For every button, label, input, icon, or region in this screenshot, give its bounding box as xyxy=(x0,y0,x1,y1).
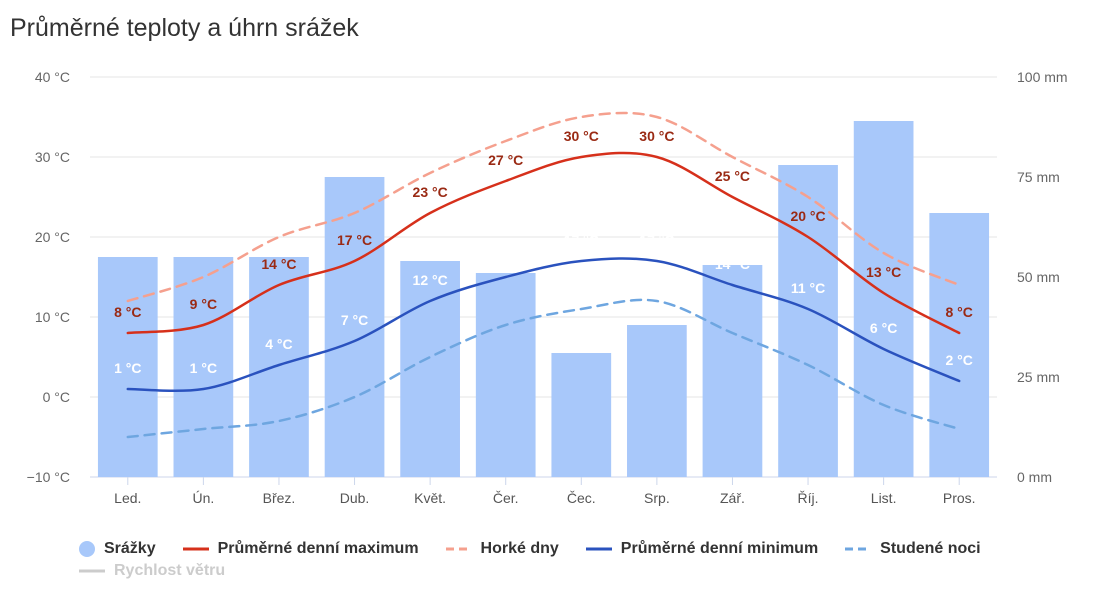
data-label: 14 °C xyxy=(261,256,296,272)
y-left-tick-label: 20 °C xyxy=(35,229,70,245)
data-label: 13 °C xyxy=(866,264,901,280)
precipitation-bar[interactable] xyxy=(853,121,914,477)
chart-title: Průměrné teploty a úhrn srážek xyxy=(10,14,359,42)
x-tick-label: Květ. xyxy=(414,490,446,506)
data-label: 17 °C xyxy=(337,232,372,248)
series-line-3[interactable] xyxy=(126,257,961,393)
data-label: 8 °C xyxy=(114,304,141,320)
chart-area: 8 °C 9 °C 14 °C 17 °C 23 °C 27 °C 30 °C 30 °C 25… xyxy=(27,69,1068,506)
data-label: 17 °C xyxy=(564,232,599,248)
x-tick-label: Pros. xyxy=(943,490,976,506)
legend-label: Průměrné denní maximum xyxy=(217,540,419,557)
precipitation-bar[interactable] xyxy=(249,257,309,477)
legend-line-icon xyxy=(585,547,612,551)
data-label: 8 °C xyxy=(946,304,973,320)
x-tick-label: Břez. xyxy=(263,490,296,506)
legend-label: Srážky xyxy=(104,540,156,557)
data-label: 2 °C xyxy=(946,352,973,368)
data-label: 30 °C xyxy=(639,128,674,144)
data-label: 23 °C xyxy=(413,184,448,200)
precipitation-bar[interactable] xyxy=(324,177,385,477)
y-left-tick-label: 0 °C xyxy=(43,389,70,405)
x-tick-label: Dub. xyxy=(340,490,370,506)
precipitation-bar[interactable] xyxy=(627,325,687,477)
x-tick-label: Led. xyxy=(114,490,141,506)
legend: Srážky Průměrné denní maximum Horké dny Prů… xyxy=(78,538,1078,582)
precipitation-bar[interactable] xyxy=(400,261,460,477)
data-label: 11 °C xyxy=(791,280,825,296)
legend-circle-icon xyxy=(79,541,95,557)
y-right-tick-label: 0 mm xyxy=(1017,469,1052,485)
series-line-2[interactable] xyxy=(126,111,961,303)
x-tick-label: Říj. xyxy=(798,490,819,506)
y-right-tick-label: 75 mm xyxy=(1017,169,1060,185)
data-label: 14 °C xyxy=(715,256,750,272)
legend-line-icon xyxy=(845,547,872,551)
precipitation-bar[interactable] xyxy=(778,165,838,477)
legend-line-icon xyxy=(445,547,472,551)
data-label: 1 °C xyxy=(190,360,217,376)
data-labels: 8 °C 9 °C 14 °C 17 °C 23 °C 27 °C 30 °C 30 °C 25… xyxy=(114,128,973,376)
data-label: 6 °C xyxy=(870,320,897,336)
data-label: 20 °C xyxy=(790,208,825,224)
legend-item[interactable]: Průměrné denní maximum xyxy=(182,538,419,560)
y-left-tick-label: 30 °C xyxy=(35,149,70,165)
legend-item[interactable]: Rychlost větru xyxy=(78,560,225,582)
legend-item[interactable]: Srážky xyxy=(78,538,156,560)
legend-line-icon xyxy=(79,569,105,573)
temperature-lines[interactable] xyxy=(126,111,961,439)
data-label: 27 °C xyxy=(488,152,523,168)
data-label: 9 °C xyxy=(190,296,217,312)
legend-line-icon xyxy=(182,547,209,551)
x-tick-label: Čec. xyxy=(567,490,596,506)
precipitation-bars[interactable] xyxy=(97,121,990,477)
precipitation-bar[interactable] xyxy=(929,213,990,477)
data-label: 4 °C xyxy=(265,336,292,352)
y-right-tick-label: 25 mm xyxy=(1017,369,1060,385)
data-label: 12 °C xyxy=(413,272,448,288)
legend-item[interactable]: Studené noci xyxy=(844,538,981,560)
legend-label: Rychlost větru xyxy=(114,562,226,579)
data-label: 17 °C xyxy=(639,232,674,248)
axis-labels: 40 °C 30 °C 20 °C 10 °C 0 °C −10 °C 100 mm 75 m… xyxy=(27,69,1068,506)
legend-label: Studené noci xyxy=(880,540,981,557)
precipitation-bar[interactable] xyxy=(173,257,234,477)
precipitation-bar[interactable] xyxy=(702,265,763,477)
y-right-tick-label: 100 mm xyxy=(1017,69,1068,85)
y-right-tick-label: 50 mm xyxy=(1017,269,1060,285)
x-tick-label: Ún. xyxy=(192,490,214,506)
precipitation-bar[interactable] xyxy=(475,273,536,477)
legend-item[interactable]: Průměrné denní minimum xyxy=(585,538,818,560)
data-label: 7 °C xyxy=(341,312,368,328)
series-line-4[interactable] xyxy=(126,298,961,439)
legend-label: Horké dny xyxy=(480,540,559,557)
legend-label: Průměrné denní minimum xyxy=(620,540,819,557)
data-label: 15 °C xyxy=(488,248,523,264)
x-tick-label: List. xyxy=(871,490,897,506)
precipitation-bar[interactable] xyxy=(97,257,158,477)
x-tick-label: Srp. xyxy=(644,490,670,506)
data-label: 30 °C xyxy=(564,128,599,144)
series-line-1[interactable] xyxy=(126,151,961,335)
precipitation-bar[interactable] xyxy=(551,353,612,477)
y-left-tick-label: −10 °C xyxy=(27,469,70,485)
y-left-tick-label: 10 °C xyxy=(35,309,70,325)
y-left-tick-label: 40 °C xyxy=(35,69,70,85)
x-tick-label: Čer. xyxy=(493,490,519,506)
grid-lines xyxy=(90,76,997,485)
data-label: 1 °C xyxy=(114,360,141,376)
x-tick-label: Zář. xyxy=(720,490,745,506)
data-label: 25 °C xyxy=(715,168,750,184)
legend-item[interactable]: Horké dny xyxy=(445,538,559,560)
